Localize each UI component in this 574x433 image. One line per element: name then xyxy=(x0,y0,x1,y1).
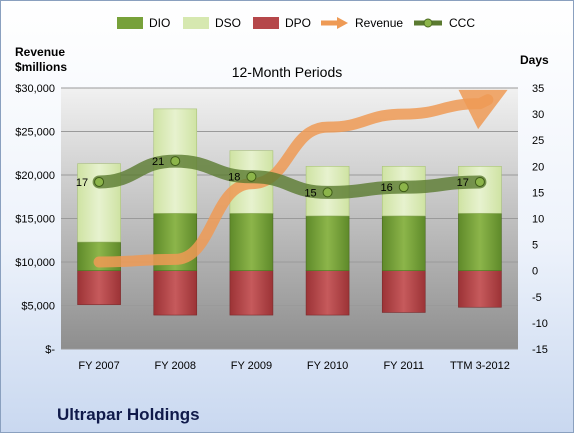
bar-dio xyxy=(381,215,426,272)
legend-label-dso: DSO xyxy=(215,16,242,30)
ccc-point xyxy=(94,176,105,187)
ccc-data-label: 18 xyxy=(228,172,240,184)
right-tick-label: 15 xyxy=(532,187,544,199)
ccc-point xyxy=(398,182,409,193)
right-tick-label: -10 xyxy=(532,318,548,330)
left-tick-label: $15,000 xyxy=(15,214,55,226)
legend-swatch-revenue xyxy=(321,17,348,29)
left-tick-label: $5,000 xyxy=(21,301,55,313)
bar-dio xyxy=(458,212,502,271)
x-tick-label: FY 2009 xyxy=(231,360,272,372)
right-tick-label: 10 xyxy=(532,214,544,226)
x-tick-label: FY 2007 xyxy=(78,360,119,372)
left-tick-label: $- xyxy=(45,344,55,356)
bar-dpo xyxy=(381,270,426,313)
right-tick-label: 35 xyxy=(532,83,544,95)
right-tick-label: 25 xyxy=(532,135,544,147)
x-tick-label: FY 2010 xyxy=(307,360,348,372)
ccc-point xyxy=(246,171,257,182)
left-tick-label: $10,000 xyxy=(15,257,55,269)
legend-label-ccc: CCC xyxy=(449,16,475,30)
revenue-line xyxy=(93,89,508,268)
right-axis-label: Days xyxy=(520,53,549,67)
x-tick-label: FY 2011 xyxy=(383,360,424,372)
legend-item-dio: DIO xyxy=(117,16,170,30)
company-name: Ultrapar Holdings xyxy=(57,405,200,424)
right-tick-label: 0 xyxy=(532,266,538,278)
legend-item-dso: DSO xyxy=(183,16,241,30)
ccc-line xyxy=(92,154,487,199)
legend-label-dio: DIO xyxy=(149,16,171,30)
left-tick-label: $20,000 xyxy=(15,170,55,182)
ccc-data-label: 17 xyxy=(457,177,469,189)
right-tick-label: 20 xyxy=(532,161,544,173)
ccc-data-label: 17 xyxy=(76,177,88,189)
legend-swatch-ccc xyxy=(414,18,442,28)
bar-dpo xyxy=(153,270,198,316)
legend-swatch-dpo xyxy=(253,17,279,29)
ccc-point xyxy=(322,187,333,198)
legend-label-dpo: DPO xyxy=(285,16,312,30)
left-tick-label: $25,000 xyxy=(15,127,55,139)
ccc-data-label: 16 xyxy=(381,182,393,194)
bar-dio xyxy=(229,212,274,271)
bar-dpo xyxy=(229,270,274,316)
bar-dio xyxy=(305,215,350,272)
legend-item-ccc: CCC xyxy=(413,16,475,30)
ticks-layer: $- $5,000 $10,000 $15,000 $20,000 $25,000 $30,… xyxy=(15,83,548,372)
legend-item-dpo: DPO xyxy=(253,16,311,30)
left-axis-label-line2: $millions xyxy=(15,60,68,74)
bar-dso xyxy=(458,166,502,214)
x-tick-label: TTM 3-2012 xyxy=(450,360,510,372)
legend-label-revenue: Revenue xyxy=(355,16,404,30)
right-tick-label: 30 xyxy=(532,109,544,121)
bar-dpo xyxy=(305,270,350,316)
bar-dpo xyxy=(77,270,121,305)
legend-item-revenue: Revenue xyxy=(319,16,403,30)
ccc-data-label: 21 xyxy=(152,156,164,168)
right-tick-label: 5 xyxy=(532,240,538,252)
ccc-point xyxy=(474,176,485,187)
bar-dpo xyxy=(458,270,502,308)
x-tick-label: FY 2008 xyxy=(155,360,196,372)
ccc-data-label: 15 xyxy=(304,187,316,199)
legend-swatch-dso xyxy=(183,17,209,29)
left-axis-label-line1: Revenue xyxy=(15,45,66,59)
lines-layer: 17 21 18 15 16 17 xyxy=(76,89,508,268)
right-tick-label: -15 xyxy=(532,344,548,356)
left-tick-label: $30,000 xyxy=(15,83,55,95)
ccc-point xyxy=(170,156,181,167)
chart-title: 12-Month Periods xyxy=(231,64,343,80)
right-tick-label: -5 xyxy=(532,292,542,304)
legend-swatch-dio xyxy=(117,17,143,29)
